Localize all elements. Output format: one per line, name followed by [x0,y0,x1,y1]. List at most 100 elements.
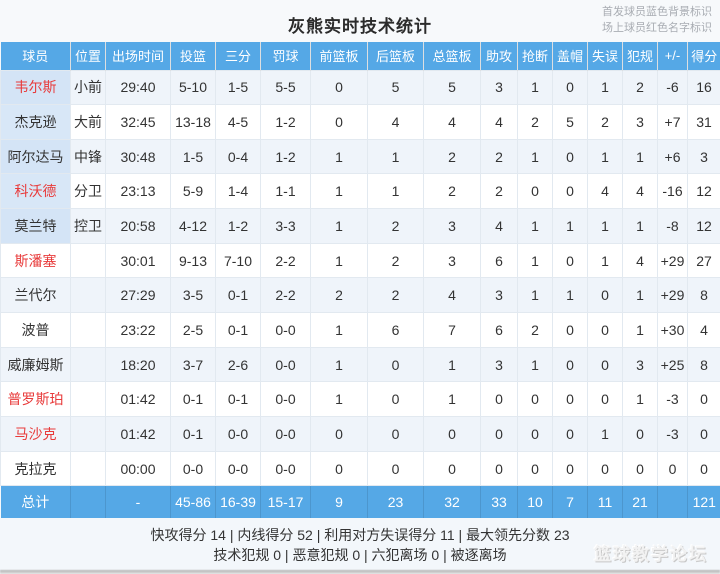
stat-cell: 0 [587,277,623,314]
stat-cell: 31 [687,104,720,140]
stat-cell: 4 [622,173,658,210]
table-row: 普罗斯珀 01:42 0-1 0-1 0-0 1 0 1 0 0 0 0 1 -3 0 [0,381,720,418]
stat-cell: 5-5 [260,69,311,106]
stat-cell: 0 [622,450,658,487]
player-position [70,277,106,314]
stat-cell: 2 [517,312,553,348]
stat-cell: -3 [657,381,688,418]
stat-cell: 0 [517,416,553,452]
stat-cell: 1-2 [260,138,311,175]
table-row: 韦尔斯 小前 29:40 5-10 1-5 5-5 0 5 5 3 1 0 1 2 -6 16 [0,69,720,106]
stat-cell: 0 [687,450,720,487]
table-row: 阿尔达马 中锋 30:48 1-5 0-4 1-2 1 1 2 2 1 0 1 1 +6 3 [0,138,720,175]
stat-cell: 2-6 [215,346,261,383]
stat-cell: 1-5 [215,69,261,106]
table-row: 科沃德 分卫 23:13 5-9 1-4 1-1 1 1 2 2 0 0 4 4 -16 12 [0,173,720,210]
stat-cell: 1 [622,208,658,244]
stat-cell: 0 [552,242,588,279]
table-row: 斯潘塞 30:01 9-13 7-10 2-2 1 2 3 6 1 0 1 4 +29 27 [0,242,720,279]
stat-cell: 2 [622,69,658,106]
totals-stat-cell: 9 [310,485,368,518]
player-name: 韦尔斯 [0,69,71,106]
stat-cell: 0 [310,416,368,452]
stat-cell: 0 [480,450,518,487]
stat-cell: 4-12 [170,208,216,244]
stat-cell: 1 [310,208,368,244]
stat-cell: 1 [622,381,658,418]
stat-cell: 1 [587,416,623,452]
player-name: 马沙克 [0,416,71,452]
player-name: 克拉克 [0,450,71,487]
stat-cell: 0 [587,346,623,383]
table-row: 克拉克 00:00 0-0 0-0 0-0 0 0 0 0 0 0 0 0 0 0 [0,450,720,487]
title-bar: 灰熊实时技术统计 首发球员蓝色背景标识 场上球员红色名字标识 [0,0,720,42]
column-header: 投篮 [170,42,216,70]
watermark: 篮球教学论坛 [594,545,708,564]
player-name: 莫兰特 [0,208,71,244]
column-header: 失误 [587,42,623,70]
stat-cell: 0 [552,138,588,175]
stat-cell: 2 [367,242,424,279]
stat-cell: 3 [480,277,518,314]
stat-cell: 7-10 [215,242,261,279]
stat-cell: 0 [367,450,424,487]
stat-cell: 0-1 [215,277,261,314]
stat-cell: 3 [687,138,720,175]
stat-cell: 0 [552,173,588,210]
summary-line-scoring: 快攻得分 14 | 内线得分 52 | 利用对方失误得分 11 | 最大领先分数… [150,526,570,543]
stat-cell: 2 [480,173,518,210]
page-title: 灰熊实时技术统计 [288,17,432,36]
stats-table-footer: 总计 -45-86 16-39 15-17 9 23 32 33 10 7 11 21 121 [0,485,720,518]
player-name: 波普 [0,312,71,348]
totals-label: 总计 [0,485,71,518]
stat-cell: 0 [367,346,424,383]
player-name: 威廉姆斯 [0,346,71,383]
player-position: 小前 [70,69,106,106]
stat-cell: 1 [587,69,623,106]
player-position [70,242,106,279]
totals-stat-cell: 10 [517,485,553,518]
stat-cell: 2 [367,208,424,244]
legend-oncourt-note: 场上球员红色名字标识 [602,22,712,34]
stat-cell: 1 [587,208,623,244]
summary-footer: 快攻得分 14 | 内线得分 52 | 利用对方失误得分 11 | 最大领先分数… [0,517,720,574]
stat-cell: 0-1 [215,312,261,348]
stat-cell: 3 [480,346,518,383]
table-row: 波普 23:22 2-5 0-1 0-0 1 6 7 6 2 0 0 1 +30 4 [0,312,720,348]
stat-cell: 0 [587,381,623,418]
stat-cell: 0-0 [260,381,311,418]
stat-cell: 0 [552,450,588,487]
column-header: 罚球 [260,42,311,70]
stat-cell: -16 [657,173,688,210]
totals-stat-cell: 21 [622,485,658,518]
stat-cell: +30 [657,312,688,348]
player-name: 科沃德 [0,173,71,210]
column-header: 球员 [0,42,71,70]
stat-cell: 0-0 [260,346,311,383]
stat-cell: 1-5 [170,138,216,175]
stat-cell: 0 [657,450,688,487]
stat-cell: 1 [517,277,553,314]
stat-cell: 01:42 [105,416,171,452]
stat-cell: 0 [367,416,424,452]
stat-cell: 3-3 [260,208,311,244]
stat-cell: 5-10 [170,69,216,106]
totals-stat-cell [657,485,688,518]
stat-cell: 0 [423,416,481,452]
stat-cell: 1 [310,138,368,175]
player-position [70,346,106,383]
column-header: 位置 [70,42,106,70]
stat-cell: 1 [587,242,623,279]
player-position: 控卫 [70,208,106,244]
stat-cell: 0-0 [260,450,311,487]
stat-cell: 4 [622,242,658,279]
stat-cell: 3 [622,104,658,140]
stat-cell: 1-1 [260,173,311,210]
stat-cell: 0 [687,416,720,452]
stats-table: 球员 位置 出场时间 投篮 三分 罚球 前篮板 后篮板 总篮板 助攻 抢断 盖帽 失误 犯规 +/- 得分 韦… [0,42,720,518]
table-row: 马沙克 01:42 0-1 0-0 0-0 0 0 0 0 0 0 1 0 -3 0 [0,416,720,452]
player-position: 分卫 [70,173,106,210]
stat-cell: 7 [423,312,481,348]
column-header: 盖帽 [552,42,588,70]
player-name: 普罗斯珀 [0,381,71,418]
